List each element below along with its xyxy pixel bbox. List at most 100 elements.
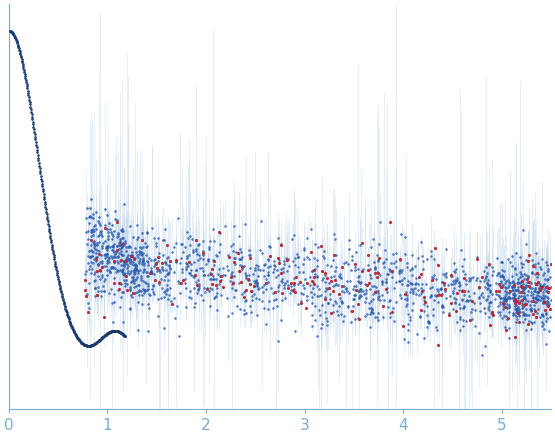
Point <box>538 298 547 305</box>
Point <box>349 282 358 289</box>
Point <box>214 265 223 272</box>
Point <box>541 311 550 318</box>
Point <box>95 267 104 274</box>
Point <box>163 296 172 303</box>
Point <box>85 254 94 261</box>
Point <box>187 236 196 243</box>
Point <box>463 287 472 294</box>
Point <box>248 297 256 304</box>
Point <box>379 302 387 309</box>
Point <box>245 272 254 279</box>
Point <box>513 284 522 291</box>
Point <box>244 251 253 258</box>
Point <box>113 253 122 260</box>
Point <box>264 243 273 250</box>
Point <box>223 263 232 270</box>
Point <box>392 263 401 270</box>
Point <box>451 277 460 284</box>
Point <box>118 267 127 274</box>
Point <box>349 295 357 302</box>
Point <box>122 286 131 293</box>
Point <box>377 291 386 298</box>
Point <box>94 247 103 254</box>
Point <box>274 288 282 295</box>
Point <box>483 284 492 291</box>
Point <box>446 281 455 288</box>
Point <box>125 305 134 312</box>
Point <box>153 258 162 265</box>
Point <box>515 309 524 316</box>
Point <box>396 256 405 263</box>
Point <box>366 298 375 305</box>
Point <box>120 241 129 248</box>
Point <box>326 290 335 297</box>
Point <box>194 287 203 294</box>
Point <box>147 264 156 271</box>
Point <box>347 253 356 260</box>
Point <box>199 252 208 259</box>
Point <box>543 288 552 295</box>
Point <box>261 276 270 283</box>
Point <box>83 291 92 298</box>
Point <box>529 261 538 268</box>
Point <box>437 302 446 309</box>
Point <box>163 242 172 249</box>
Point <box>526 307 535 314</box>
Point <box>481 343 490 350</box>
Point <box>408 252 417 259</box>
Point <box>511 264 519 271</box>
Point <box>109 263 118 270</box>
Point <box>240 262 249 269</box>
Point <box>482 279 491 286</box>
Point <box>99 263 108 270</box>
Point <box>167 300 176 307</box>
Point <box>521 296 530 303</box>
Point <box>142 269 151 276</box>
Point <box>159 289 168 296</box>
Point <box>112 269 120 276</box>
Point <box>212 281 221 288</box>
Point <box>540 299 549 306</box>
Point <box>504 309 513 316</box>
Point <box>518 277 527 284</box>
Point <box>488 267 497 274</box>
Point <box>516 253 524 260</box>
Point <box>104 232 113 239</box>
Point <box>456 316 465 323</box>
Point <box>482 272 491 279</box>
Point <box>508 277 517 284</box>
Point <box>507 278 516 285</box>
Point <box>524 252 533 259</box>
Point <box>407 280 416 287</box>
Point <box>204 257 213 264</box>
Point <box>205 276 214 283</box>
Point <box>274 283 283 290</box>
Point <box>142 242 151 249</box>
Point <box>310 274 319 281</box>
Point <box>261 279 270 286</box>
Point <box>543 314 552 321</box>
Point <box>395 278 404 285</box>
Point <box>108 263 117 270</box>
Point <box>500 276 509 283</box>
Point <box>95 267 104 274</box>
Point <box>281 295 290 302</box>
Point <box>234 256 243 263</box>
Point <box>112 243 121 250</box>
Point <box>120 279 129 286</box>
Point <box>504 278 513 285</box>
Point <box>344 303 353 310</box>
Point <box>292 250 301 257</box>
Point <box>355 287 364 294</box>
Point <box>113 216 122 223</box>
Point <box>445 310 453 317</box>
Point <box>530 302 539 309</box>
Point <box>102 253 110 260</box>
Point <box>504 294 513 301</box>
Point <box>210 237 219 244</box>
Point <box>369 283 378 290</box>
Point <box>86 246 95 253</box>
Point <box>289 286 297 293</box>
Point <box>164 271 173 277</box>
Point <box>472 255 481 262</box>
